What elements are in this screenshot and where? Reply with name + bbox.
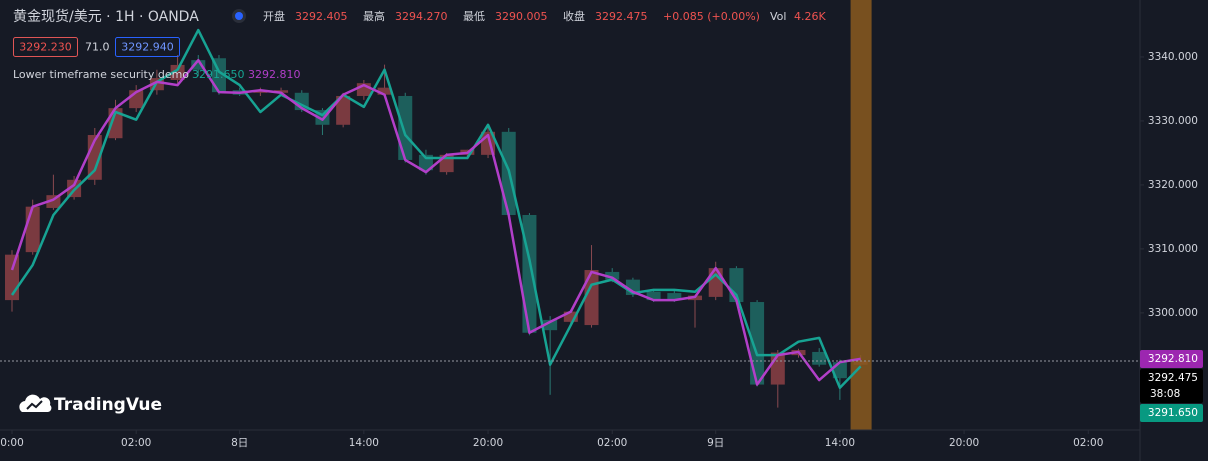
current-bar-highlight: [850, 0, 872, 430]
candle-body: [25, 206, 40, 253]
x-tick-label: 02:00: [1073, 437, 1103, 449]
stat-label: 开盘: [263, 9, 285, 23]
indicator-value: 3292.940: [121, 41, 174, 54]
x-tick-label: 14:00: [349, 437, 379, 449]
logo-icon-line: [26, 400, 43, 410]
logo: TradingVue: [19, 394, 162, 415]
y-tick-label: 3300.000: [1148, 307, 1198, 319]
legend-value: 3292.810: [248, 68, 301, 81]
candle-body: [377, 87, 392, 95]
price-tag-label: 3291.650: [1148, 407, 1198, 419]
stat-value: 3294.270: [395, 10, 448, 23]
candle-body: [812, 351, 827, 365]
candle-body: [253, 90, 268, 93]
status-dot: [235, 12, 243, 20]
stat-label: 最高: [363, 9, 385, 23]
y-tick-label: 3330.000: [1148, 115, 1198, 127]
candle-body: [543, 319, 558, 331]
x-tick-label: 20:00: [949, 437, 979, 449]
price-tag: [1140, 404, 1203, 422]
stat-value: 3290.005: [495, 10, 548, 23]
header: 黄金现货/美元 · 1H · OANDA 开盘 3292.405 最高 3294…: [13, 8, 826, 81]
candle-body: [667, 293, 682, 301]
change: +0.085 (+0.00%): [663, 10, 760, 23]
candle-body: [522, 215, 537, 333]
indicator-value: 3292.230: [19, 41, 72, 54]
stat-value: 3292.475: [595, 10, 648, 23]
indicator-value: 71.0: [85, 41, 110, 54]
plot-area: [5, 0, 872, 430]
value-box: [13, 37, 78, 57]
candle-body: [646, 291, 661, 301]
vol-label: Vol: [770, 10, 786, 23]
candle-body: [274, 90, 289, 93]
vol-value: 4.26K: [794, 10, 826, 23]
price-tag: [1140, 369, 1203, 403]
value-box: [115, 37, 180, 57]
logo-text: TradingVue: [54, 395, 162, 415]
candle-body: [191, 60, 206, 70]
x-tick-label: 9日: [707, 437, 724, 449]
y-tick-label: 3340.000: [1148, 51, 1198, 63]
y-tick-label: 3310.000: [1148, 243, 1198, 255]
legend-value: 3291.650: [192, 68, 245, 81]
candle-body: [750, 302, 765, 385]
candle-body: [336, 95, 351, 125]
x-tick-label: 0:00: [0, 437, 24, 449]
countdown: 38:08: [1150, 388, 1180, 400]
candle-body: [563, 311, 578, 322]
candle-body: [398, 95, 413, 160]
x-tick-label: 02:00: [121, 437, 151, 449]
price-tag-label: 3292.810: [1148, 353, 1198, 365]
candle-body: [584, 270, 599, 326]
indicator-line: [10, 58, 861, 386]
candle-body: [770, 352, 785, 385]
stat-value: 3292.405: [295, 10, 348, 23]
y-tick-label: 3320.000: [1148, 179, 1198, 191]
stat-label: 最低: [463, 10, 485, 23]
x-tick-label: 8日: [231, 437, 248, 449]
symbol: 黄金现货/美元 · 1H · OANDA: [13, 8, 199, 25]
candle-body: [605, 271, 620, 280]
x-tick-label: 02:00: [597, 437, 627, 449]
x-tick-label: 20:00: [473, 437, 503, 449]
x-tick-label: 14:00: [825, 437, 855, 449]
candle-body: [708, 268, 723, 297]
stat-label: 收盘: [563, 9, 585, 23]
indicator-line: [10, 28, 862, 390]
price-tag-label: 3292.475: [1148, 372, 1198, 384]
indicator-title: Lower timeframe security demo: [13, 68, 189, 81]
candle-body: [170, 64, 185, 80]
price-tag: [1140, 350, 1203, 368]
